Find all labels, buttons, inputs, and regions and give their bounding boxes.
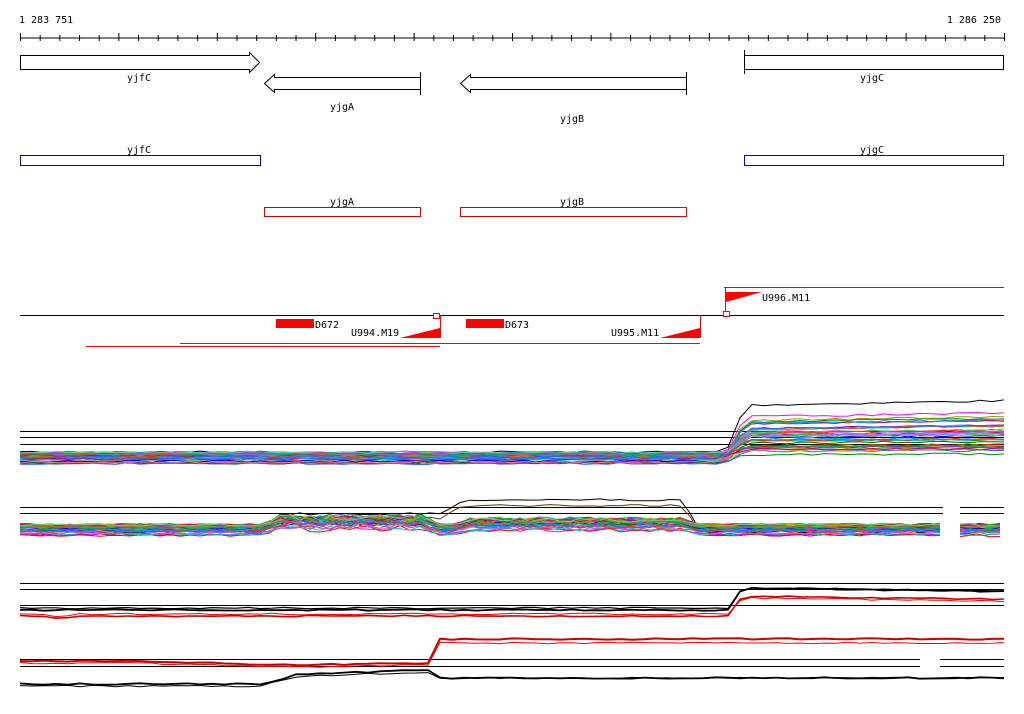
cds-box-yjfc[interactable] <box>20 155 261 166</box>
ruler-ticks <box>20 33 1005 41</box>
expression-profile <box>20 424 1005 459</box>
expression-profile <box>19 517 941 530</box>
cds-box-yjgb[interactable] <box>460 207 687 217</box>
expression-profile <box>959 522 1001 527</box>
expression-profile <box>959 526 1001 530</box>
expression-profile <box>19 596 1005 618</box>
expression-profile <box>959 533 1001 536</box>
ruler-start-label: 1 283 751 <box>19 15 73 26</box>
feature-track: D672 D673 U994.M19 U995.M11 U996.M11 <box>20 287 1004 347</box>
expression-profile <box>19 513 941 527</box>
feature-label-u996: U996.M11 <box>762 293 810 304</box>
cds-box-yjgc[interactable] <box>744 155 1004 166</box>
feature-block-d673[interactable] <box>466 319 504 328</box>
flag-u996[interactable] <box>726 292 762 302</box>
feature-label-u994: U994.M19 <box>351 328 399 339</box>
expression-panel-4 <box>19 637 1005 695</box>
expression-profile <box>19 444 1005 456</box>
gene-track <box>20 50 1004 95</box>
gene-labels: yjfC yjgA yjgB yjgC <box>127 73 884 125</box>
expression-profile <box>959 531 1001 535</box>
expression-profile <box>19 641 1005 668</box>
expression-profile <box>19 595 1005 620</box>
feature-marker <box>433 313 440 319</box>
expression-profile <box>19 520 941 534</box>
expression-profile <box>19 672 1005 688</box>
expression-profile <box>19 522 941 535</box>
gene-arrow-yjgc[interactable] <box>744 55 1004 70</box>
expression-profile <box>19 587 1004 610</box>
cds-labels: yjfC yjgA yjgB yjgC <box>127 145 884 208</box>
expression-profile <box>19 447 1005 457</box>
gene-arrow-yjga[interactable] <box>263 73 421 94</box>
expression-profile <box>19 514 941 527</box>
data-gap <box>944 495 958 545</box>
expression-profile <box>959 526 1001 531</box>
expression-panel-1 <box>19 399 1005 465</box>
gene-arrow-yjgb[interactable] <box>459 73 687 94</box>
flag-u995[interactable] <box>660 328 700 338</box>
ruler-end-label: 1 286 250 <box>947 15 1001 26</box>
expression-profile <box>19 586 1005 612</box>
cds-track <box>20 155 1004 217</box>
feature-marker <box>723 311 730 317</box>
gene-label-yjfc: yjfC <box>127 73 151 84</box>
expression-panel-2 <box>19 495 1004 545</box>
coordinate-ruler: 1 283 751 1 286 250 <box>19 15 1005 41</box>
feature-label-u995: U995.M11 <box>611 328 659 339</box>
feature-label-d673: D673 <box>505 320 529 331</box>
cds-label-yjgb: yjgB <box>560 197 584 208</box>
data-gap <box>921 650 939 695</box>
gene-label-yjga: yjgA <box>330 102 354 113</box>
feature-block-d672[interactable] <box>276 319 314 328</box>
expression-panel-3 <box>19 583 1005 620</box>
cds-box-yjga[interactable] <box>264 207 421 217</box>
cds-label-yjfc: yjfC <box>127 145 151 156</box>
gene-label-yjgc: yjgC <box>860 73 884 84</box>
feature-label-d672: D672 <box>315 320 339 331</box>
cds-label-yjga: yjgA <box>330 197 354 208</box>
expression-profile <box>19 637 1005 667</box>
cds-label-yjgc: yjgC <box>860 145 884 156</box>
expression-profile <box>19 418 1004 460</box>
flag-u994[interactable] <box>400 328 440 338</box>
gene-arrow-yjfc[interactable] <box>20 51 261 74</box>
gene-label-yjgb: yjgB <box>560 114 584 125</box>
